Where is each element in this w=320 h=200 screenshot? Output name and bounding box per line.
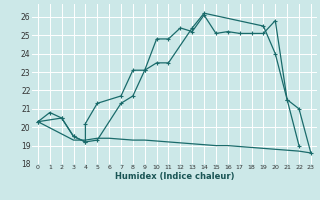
X-axis label: Humidex (Indice chaleur): Humidex (Indice chaleur) (115, 172, 234, 181)
